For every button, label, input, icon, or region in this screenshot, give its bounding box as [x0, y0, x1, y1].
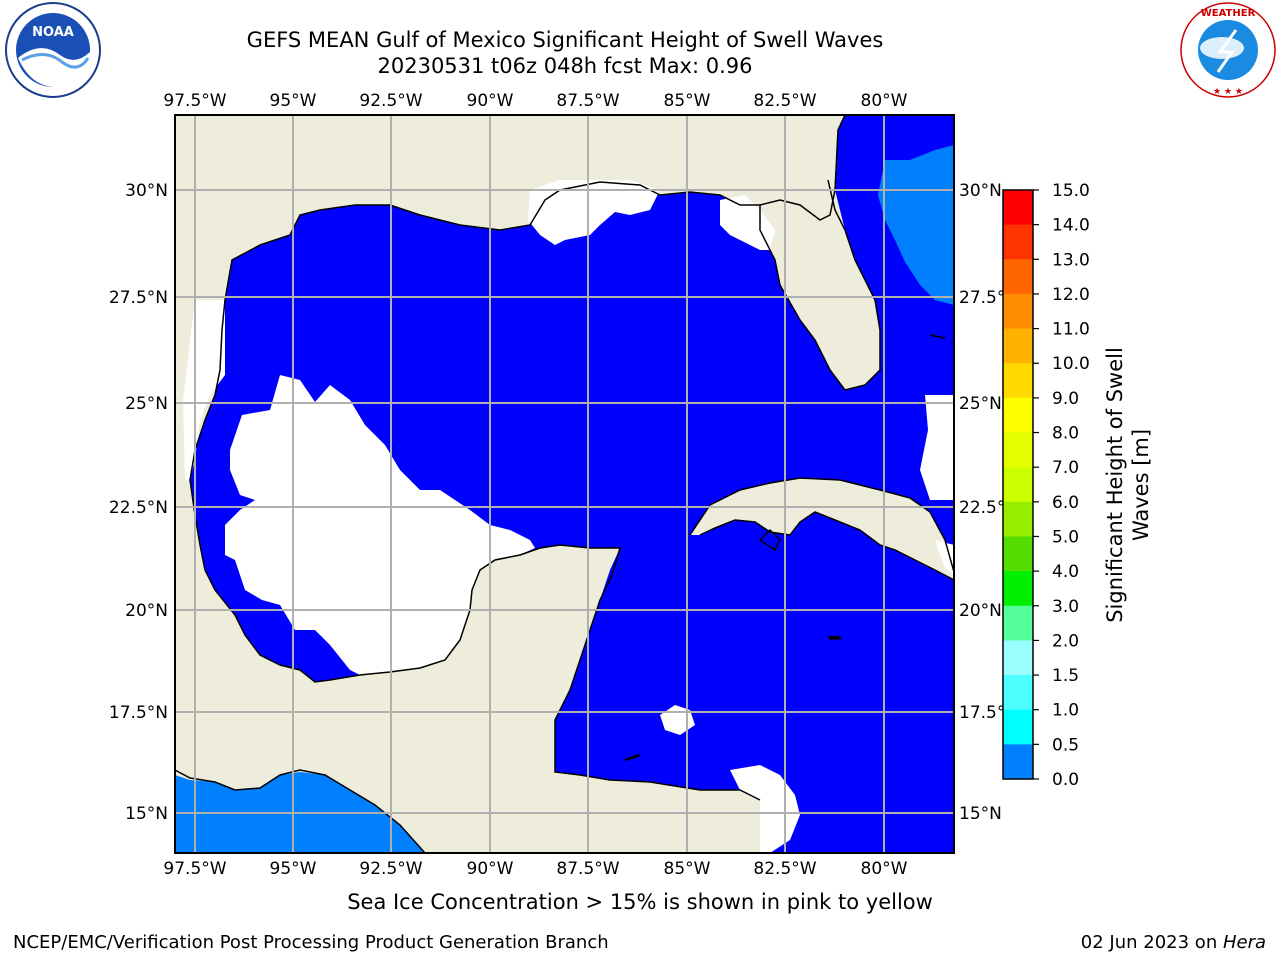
svg-text:WEATHER: WEATHER — [1201, 8, 1256, 19]
lat-label: 17.5°N — [109, 703, 168, 723]
cuba-land — [690, 478, 954, 580]
atlantic-swell-region — [878, 145, 954, 305]
colorbar-tick-label: 4.0 — [1052, 562, 1079, 582]
no-data-bahamas — [920, 395, 954, 500]
lon-label: 82.5°W — [753, 91, 816, 111]
lat-label: 15°N — [959, 804, 1002, 824]
lat-label: 30°N — [125, 181, 168, 201]
colorbar-cell — [1003, 536, 1033, 572]
colorbar-cell — [1003, 709, 1033, 745]
colorbar-tick-label: 13.0 — [1052, 250, 1090, 270]
colorbar-tick-label: 11.0 — [1052, 320, 1090, 340]
svg-text:★ ★ ★: ★ ★ ★ — [1213, 87, 1243, 97]
colorbar-cell — [1003, 571, 1033, 607]
lon-labels-bottom: 97.5°W 95°W 92.5°W 90°W 87.5°W 85°W 82.5… — [163, 859, 907, 879]
footer-credit: NCEP/EMC/Verification Post Processing Pr… — [13, 932, 609, 953]
colorbar-label: Significant Height of Swell Waves [m] — [1103, 347, 1153, 623]
lon-label: 87.5°W — [556, 91, 619, 111]
colorbar-tick-label: 14.0 — [1052, 216, 1090, 236]
colorbar-cell — [1003, 328, 1033, 364]
colorbar-tick-label: 9.0 — [1052, 389, 1079, 409]
lat-label: 15°N — [125, 804, 168, 824]
colorbar-tick-label: 0.5 — [1052, 735, 1079, 755]
lat-labels-left: 30°N 27.5°N 25°N 22.5°N 20°N 17.5°N 15°N — [109, 181, 168, 824]
colorbar-frame — [1002, 189, 1034, 780]
lon-label: 92.5°W — [359, 91, 422, 111]
lon-label: 95°W — [270, 91, 317, 111]
lon-label: 85°W — [664, 859, 711, 879]
no-data-texas-coast — [183, 300, 225, 480]
colorbar-tick-label: 10.0 — [1052, 354, 1090, 374]
lat-label: 27.5°N — [109, 288, 168, 308]
colorbar-cell — [1003, 640, 1033, 676]
colorbar-tick-label: 1.5 — [1052, 666, 1079, 686]
lon-label: 97.5°W — [163, 859, 226, 879]
colorbar-cell — [1003, 501, 1033, 537]
map-area — [175, 115, 954, 853]
colorbar-cell — [1003, 397, 1033, 434]
lat-label: 30°N — [959, 181, 1002, 201]
colorbar-tick-label: 5.0 — [1052, 527, 1079, 547]
colorbar-cell — [1003, 224, 1033, 260]
lat-label: 22.5°N — [109, 498, 168, 518]
colorbar-cell — [1003, 467, 1033, 503]
caption: Sea Ice Concentration > 15% is shown in … — [347, 890, 933, 914]
colorbar-tick-label: 1.0 — [1052, 701, 1079, 721]
colorbar-tick-label: 12.0 — [1052, 285, 1090, 305]
chart-title: GEFS MEAN Gulf of Mexico Significant Hei… — [246, 28, 884, 52]
footer-date: 02 Jun 2023 on Hera — [1080, 932, 1266, 953]
lon-label: 82.5°W — [753, 859, 816, 879]
gridlines — [175, 115, 954, 853]
lon-label: 85°W — [664, 91, 711, 111]
colorbar-cell — [1003, 259, 1033, 295]
no-data-north-gulf — [528, 180, 660, 245]
host-name: Hera — [1222, 932, 1266, 953]
colorbar-tick-label: 0.0 — [1052, 770, 1079, 790]
no-data-west-gulf — [225, 375, 535, 675]
nws-logo: WEATHER ★ ★ ★ — [1180, 2, 1276, 98]
lon-label: 80°W — [861, 91, 908, 111]
colorbar-tick-label: 2.0 — [1052, 631, 1079, 651]
lon-label: 92.5°W — [359, 859, 422, 879]
no-data-caribbean-sw — [730, 765, 800, 853]
colorbar-tick-label: 3.0 — [1052, 597, 1079, 617]
colorbar-cell — [1003, 605, 1033, 641]
lat-label: 20°N — [125, 601, 168, 621]
colorbar-cell — [1003, 190, 1033, 226]
noaa-logo: NOAA — [5, 2, 101, 98]
coastlines — [175, 115, 954, 853]
colorbar-cell — [1003, 363, 1033, 399]
colorbar-tick-label: 15.0 — [1052, 181, 1090, 201]
florida-land — [760, 115, 880, 390]
no-data-florida-west — [720, 195, 775, 250]
lon-labels-top: 97.5°W 95°W 92.5°W 90°W 87.5°W 85°W 82.5… — [163, 91, 907, 111]
lon-label: 90°W — [467, 91, 514, 111]
colorbar-cell — [1003, 744, 1033, 780]
colorbar-cell — [1003, 432, 1033, 468]
colorbar-tick-label: 7.0 — [1052, 458, 1079, 478]
no-data-cuba-east — [935, 540, 954, 575]
lat-label: 25°N — [959, 394, 1002, 414]
svg-text:NOAA: NOAA — [32, 25, 74, 40]
lon-label: 90°W — [467, 859, 514, 879]
colorbar-tick-label: 6.0 — [1052, 493, 1079, 513]
map-frame — [174, 114, 955, 854]
colorbar-cell — [1003, 675, 1033, 711]
colorbar: 15.0 14.0 13.0 12.0 11.0 10.0 9.0 8.0 7.0 6.0 5.0 4… — [1002, 181, 1090, 790]
lon-label: 87.5°W — [556, 859, 619, 879]
lon-label: 97.5°W — [163, 91, 226, 111]
lat-label: 20°N — [959, 601, 1002, 621]
colorbar-tick-label: 8.0 — [1052, 424, 1079, 444]
chart-subtitle: 20230531 t06z 048h fcst Max: 0.96 — [377, 54, 753, 78]
lon-label: 80°W — [861, 859, 908, 879]
island-shape — [828, 636, 842, 640]
lon-label: 95°W — [270, 859, 317, 879]
colorbar-cell — [1003, 293, 1033, 330]
lat-label: 25°N — [125, 394, 168, 414]
